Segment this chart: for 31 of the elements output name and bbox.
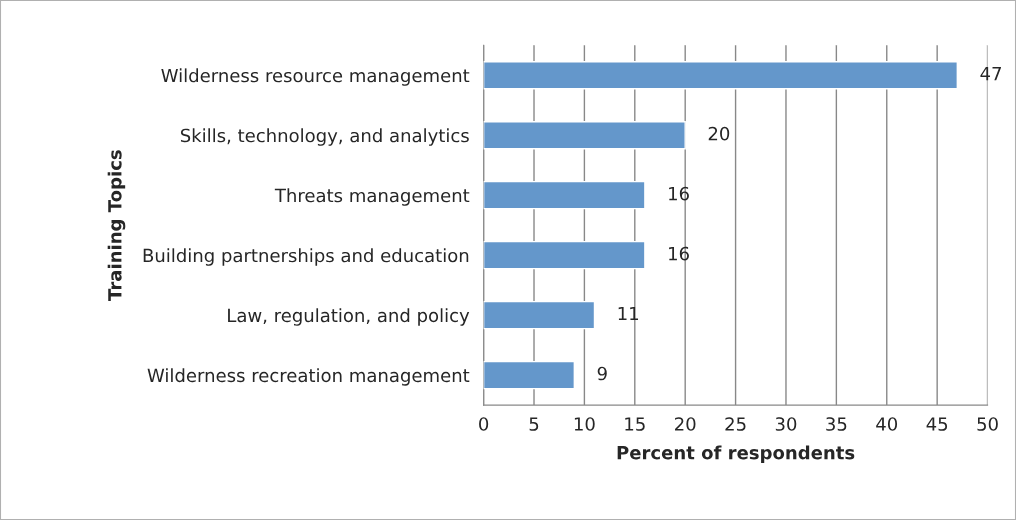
bar	[483, 61, 959, 90]
y-axis-title: Training Topics	[107, 150, 126, 301]
bar	[483, 360, 576, 390]
bar	[483, 121, 686, 150]
x-tick-label: 30	[775, 417, 797, 431]
data-label: 16	[669, 186, 689, 201]
y-tick-label: Threats management	[274, 188, 470, 206]
bar	[483, 240, 646, 270]
data-label: 20	[708, 126, 730, 141]
y-tick-label: Law, regulation, and policy	[228, 308, 470, 326]
x-tick-label: 25	[725, 417, 746, 431]
x-axis-title: Percent of respondents	[617, 445, 855, 463]
x-tick-label: 5	[529, 417, 539, 431]
data-label: 9	[597, 366, 607, 381]
x-tick-label: 50	[977, 417, 998, 431]
y-tick-label: Building partnerships and education	[143, 248, 469, 266]
bar	[483, 180, 646, 210]
y-tick-label: Skills, technology, and analytics	[180, 128, 469, 146]
data-label: 47	[980, 67, 1001, 81]
x-tick-label: 10	[574, 417, 595, 431]
x-tick-label: 35	[826, 417, 847, 431]
data-label: 16	[669, 246, 689, 261]
data-label: 11	[618, 306, 639, 321]
bar	[483, 300, 596, 330]
x-tick-label: 15	[625, 417, 645, 431]
x-tick-label: 45	[926, 417, 948, 431]
y-tick-label: Wilderness recreation management	[147, 368, 470, 386]
x-tick-label: 20	[675, 417, 696, 431]
y-tick-label: Wilderness resource management	[161, 68, 470, 86]
x-tick-label: 40	[876, 417, 898, 431]
x-tick-label: 0	[479, 417, 489, 431]
